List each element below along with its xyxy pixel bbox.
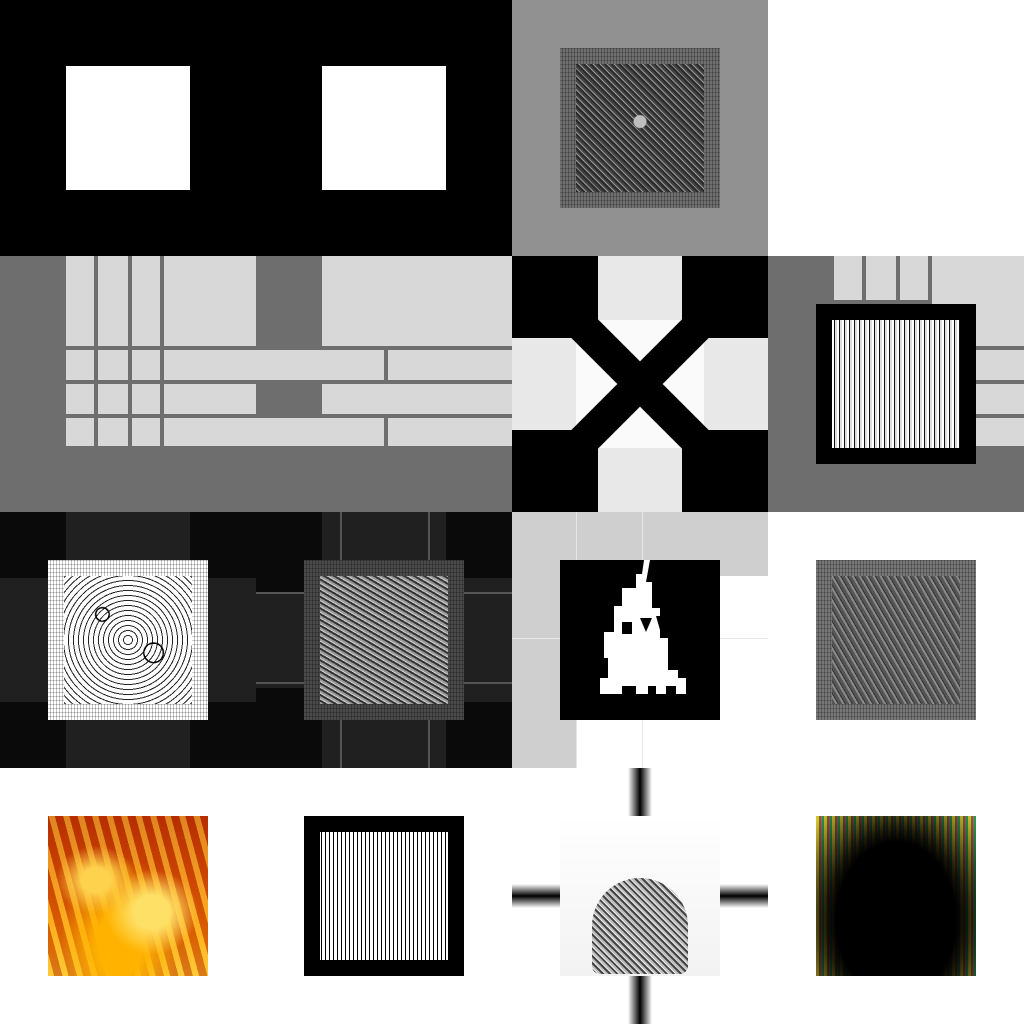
white-square-left — [66, 66, 190, 190]
grid-block — [388, 350, 512, 380]
textured-sphere — [592, 878, 688, 974]
dark-block — [66, 512, 190, 560]
grid-block — [322, 384, 512, 414]
tile-grid-pattern — [0, 256, 512, 512]
noise-square — [816, 304, 976, 464]
tile-noise-gray-right — [768, 512, 1024, 768]
noise-core — [832, 576, 960, 704]
tile-two-white-squares — [0, 0, 512, 256]
grid-block — [132, 418, 160, 446]
scribble-core — [64, 576, 192, 704]
grid-block — [98, 384, 128, 414]
tile-bw-noise — [256, 768, 512, 1024]
dark-block — [322, 720, 446, 768]
color-burst-square — [816, 816, 976, 976]
dark-block — [322, 512, 446, 560]
sphere-panel — [560, 816, 720, 976]
tile-dark-grid-left — [0, 512, 256, 768]
grid-block — [98, 350, 128, 380]
tile-fire — [0, 768, 256, 1024]
dark-block — [66, 720, 190, 768]
noise-core — [320, 576, 448, 704]
grid-block — [976, 384, 1024, 414]
grid-block — [132, 350, 160, 380]
pixel-flame-icon — [600, 560, 686, 694]
tile-x-cross — [512, 256, 768, 512]
noise-square — [816, 560, 976, 720]
dark-block — [208, 578, 256, 702]
grid-block — [900, 256, 928, 300]
grid-block — [66, 350, 94, 380]
grid-block — [164, 418, 384, 446]
grid-block — [164, 384, 256, 414]
noise-core — [576, 64, 704, 192]
dark-block — [256, 592, 304, 688]
tile-dark-color-burst — [768, 768, 1024, 1024]
noise-square — [304, 816, 464, 976]
dark-block — [0, 578, 48, 702]
grid-block — [976, 418, 1024, 446]
fire-image — [48, 816, 208, 976]
grid-block — [66, 384, 94, 414]
grid-block — [98, 256, 128, 346]
grid-block — [388, 418, 512, 446]
noise-core — [832, 320, 960, 448]
tile-dark-grid-right — [256, 512, 512, 768]
grid-block — [132, 384, 160, 414]
noise-square — [48, 560, 208, 720]
grid-block — [164, 350, 384, 380]
grid-block — [98, 418, 128, 446]
grid-block — [66, 418, 94, 446]
tile-blank — [768, 0, 1024, 256]
grid-block — [66, 256, 94, 346]
grid-block — [866, 256, 896, 300]
black-square — [560, 560, 720, 720]
tile-noise-on-grid — [768, 256, 1024, 512]
noise-square — [304, 560, 464, 720]
grid-block — [834, 256, 862, 300]
tile-noise-square-gray — [512, 0, 768, 256]
grid-block — [132, 256, 160, 346]
noise-square — [560, 48, 720, 208]
grid-block — [322, 256, 512, 346]
white-square-right — [322, 66, 446, 190]
tile-pixel-flame — [512, 512, 768, 768]
dark-block — [464, 578, 512, 702]
noise-core — [320, 832, 448, 960]
grid-block — [976, 350, 1024, 380]
grid-block — [164, 256, 256, 346]
tile-sphere-cross — [512, 768, 768, 1024]
